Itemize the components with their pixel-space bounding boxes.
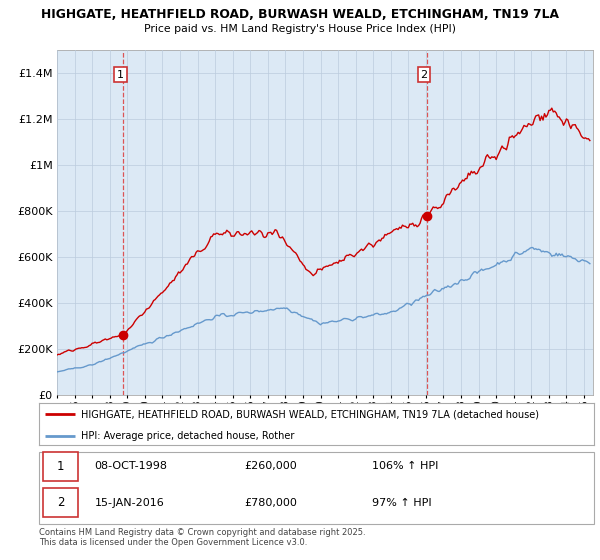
Text: HIGHGATE, HEATHFIELD ROAD, BURWASH WEALD, ETCHINGHAM, TN19 7LA: HIGHGATE, HEATHFIELD ROAD, BURWASH WEALD… bbox=[41, 8, 559, 21]
Text: 1: 1 bbox=[117, 69, 124, 80]
FancyBboxPatch shape bbox=[43, 488, 78, 517]
Text: 1: 1 bbox=[57, 460, 64, 473]
Text: 2: 2 bbox=[57, 496, 64, 509]
Text: HPI: Average price, detached house, Rother: HPI: Average price, detached house, Roth… bbox=[80, 431, 294, 441]
FancyBboxPatch shape bbox=[43, 452, 78, 480]
Text: Contains HM Land Registry data © Crown copyright and database right 2025.
This d: Contains HM Land Registry data © Crown c… bbox=[39, 528, 365, 547]
Text: 97% ↑ HPI: 97% ↑ HPI bbox=[372, 498, 431, 508]
Text: Price paid vs. HM Land Registry's House Price Index (HPI): Price paid vs. HM Land Registry's House … bbox=[144, 24, 456, 34]
Text: HIGHGATE, HEATHFIELD ROAD, BURWASH WEALD, ETCHINGHAM, TN19 7LA (detached house): HIGHGATE, HEATHFIELD ROAD, BURWASH WEALD… bbox=[80, 409, 539, 419]
Text: 2: 2 bbox=[421, 69, 428, 80]
Text: £260,000: £260,000 bbox=[244, 461, 297, 472]
Text: 08-OCT-1998: 08-OCT-1998 bbox=[95, 461, 167, 472]
Text: 15-JAN-2016: 15-JAN-2016 bbox=[95, 498, 164, 508]
Text: £780,000: £780,000 bbox=[244, 498, 297, 508]
Text: 106% ↑ HPI: 106% ↑ HPI bbox=[372, 461, 439, 472]
